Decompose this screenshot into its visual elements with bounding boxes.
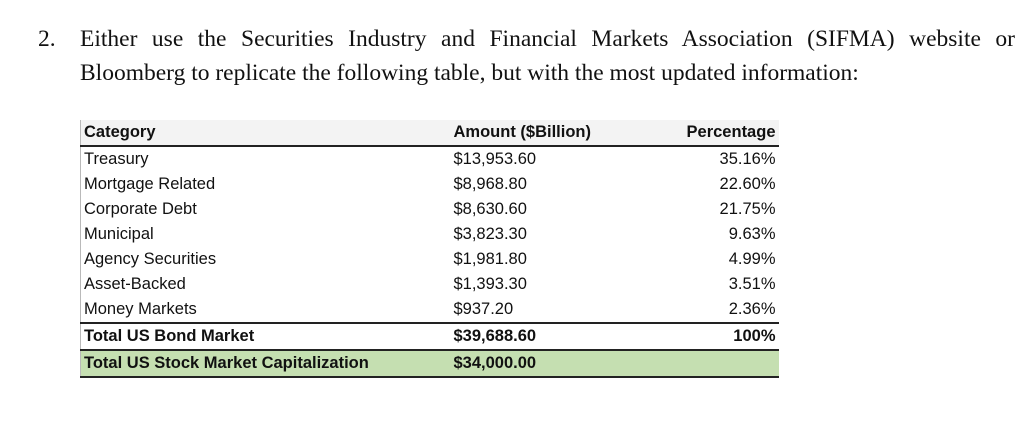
table-row: Municipal $3,823.30 9.63%	[80, 222, 779, 247]
category-cell: Municipal	[80, 222, 451, 247]
total-bond-amount: $39,688.60	[450, 322, 611, 351]
bond-market-table: Category Amount ($Billion) Percentage Tr…	[80, 120, 779, 378]
table-row: Money Markets $937.20 2.36%	[80, 297, 779, 323]
total-bond-row: Total US Bond Market $39,688.60 100%	[80, 322, 779, 351]
question-line-2: Bloomberg to replicate the following tab…	[80, 60, 859, 86]
total-stock-label: Total US Stock Market Capitalization	[80, 350, 451, 378]
percentage-cell: 35.16%	[719, 150, 776, 168]
header-amount: Amount ($Billion)	[450, 120, 611, 147]
category-cell: Mortgage Related	[80, 172, 451, 197]
total-bond-label: Total US Bond Market	[80, 322, 451, 351]
category-cell: Agency Securities	[80, 247, 451, 272]
percentage-cell: 3.51%	[728, 275, 776, 293]
table-row: Mortgage Related $8,968.80 22.60%	[80, 172, 779, 197]
question-text: Either use the Securities Industry and F…	[80, 22, 1015, 90]
category-cell: Asset-Backed	[80, 272, 451, 297]
amount-cell: $1,981.80	[453, 250, 527, 268]
question-number: 2.	[38, 26, 56, 52]
percentage-cell: 4.99%	[728, 250, 776, 268]
table-row: Agency Securities $1,981.80 4.99%	[80, 247, 779, 272]
percentage-cell: 2.36%	[728, 300, 776, 318]
table-header-row: Category Amount ($Billion) Percentage	[80, 120, 779, 147]
percentage-cell: 21.75%	[719, 200, 776, 218]
category-cell: Money Markets	[80, 297, 451, 323]
total-stock-row: Total US Stock Market Capitalization $34,…	[80, 350, 779, 378]
total-bond-percentage: 100%	[610, 322, 779, 351]
table-row: Corporate Debt $8,630.60 21.75%	[80, 197, 779, 222]
question-line-1: Either use the Securities Industry and F…	[80, 26, 1015, 52]
table-row: Treasury $13,953.60 35.16%	[80, 146, 779, 172]
category-cell: Treasury	[80, 146, 451, 172]
percentage-cell: 9.63%	[728, 225, 776, 243]
amount-cell: $937.20	[453, 300, 514, 318]
amount-cell: $8,968.80	[453, 175, 527, 193]
total-stock-amount: $34,000.00	[450, 350, 611, 378]
amount-cell: $8,630.60	[453, 200, 527, 218]
header-category: Category	[80, 120, 451, 147]
table-row: Asset-Backed $1,393.30 3.51%	[80, 272, 779, 297]
header-percentage: Percentage	[610, 120, 779, 147]
percentage-cell: 22.60%	[719, 175, 776, 193]
amount-cell: $1,393.30	[453, 275, 527, 293]
amount-cell: $3,823.30	[453, 225, 527, 243]
category-cell: Corporate Debt	[80, 197, 451, 222]
amount-cell: $13,953.60	[453, 150, 537, 168]
total-stock-percentage	[610, 350, 779, 378]
